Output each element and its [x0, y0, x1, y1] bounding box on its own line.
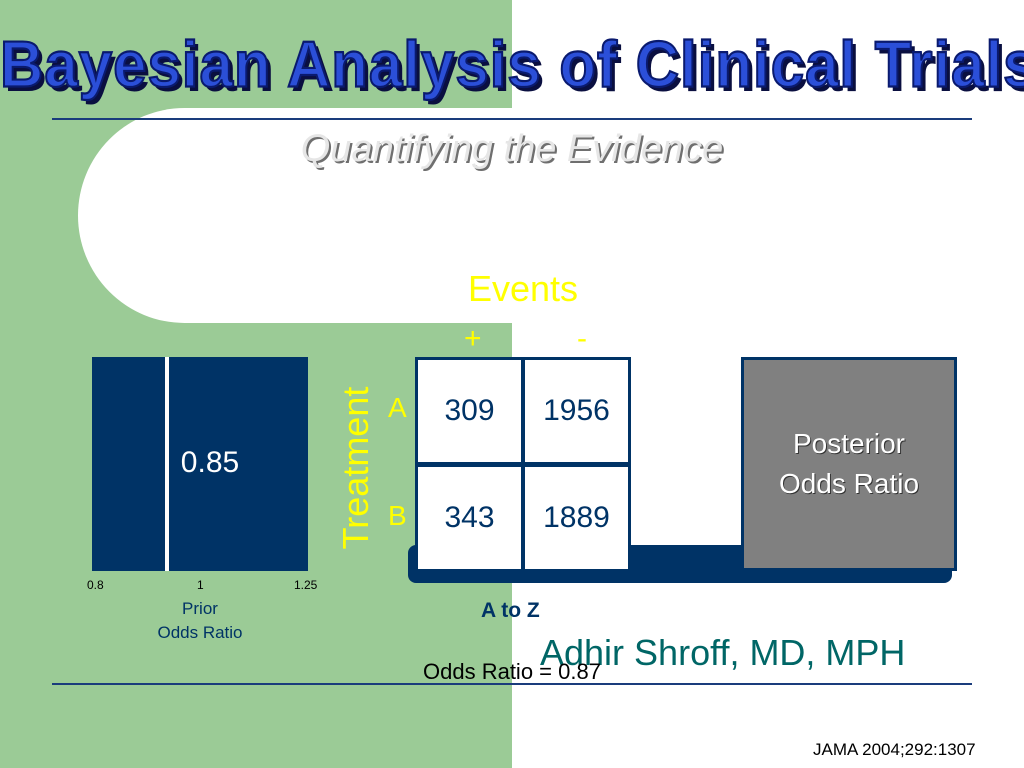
bottom-divider	[52, 683, 972, 685]
author-name: Adhir Shroff, MD, MPH	[540, 632, 906, 673]
cell-a-minus: 1956	[525, 360, 628, 462]
posterior-box-content: Posterior Odds Ratio	[744, 360, 954, 568]
prior-value: 0.85	[180, 446, 240, 479]
posterior-line2: Odds Ratio	[778, 468, 920, 499]
events-label: Events	[468, 268, 579, 309]
cell-b-minus: 1889	[525, 467, 628, 569]
treatment-label: Treatment	[335, 386, 376, 550]
prior-tick-high: 1.25	[294, 578, 318, 592]
prior-distribution-box	[92, 357, 308, 571]
prior-reference-line	[165, 357, 169, 571]
top-divider	[52, 118, 972, 120]
slide-title: Bayesian Analysis of Clinical Trials	[0, 27, 1024, 102]
events-plus-label: +	[464, 322, 482, 355]
trial-name: A to Z	[481, 599, 540, 622]
cell-b-plus: 343	[418, 467, 521, 569]
slide-subtitle: Quantifying the Evidence	[300, 128, 724, 170]
cell-a-plus: 309	[418, 360, 521, 462]
row-b-label: B	[388, 500, 407, 531]
posterior-line1: Posterior	[792, 428, 906, 459]
prior-label: Prior Odds Ratio	[130, 597, 270, 645]
prior-label-line2: Odds Ratio	[157, 623, 243, 642]
prior-label-line1: Prior	[182, 599, 218, 618]
row-a-label: A	[388, 392, 407, 423]
citation: JAMA 2004;292:1307	[813, 740, 976, 759]
prior-tick-mid: 1	[197, 578, 204, 592]
prior-tick-low: 0.8	[87, 578, 104, 592]
white-rounded-banner	[78, 108, 1024, 323]
observed-odds-ratio: Odds Ratio = 0.87	[423, 659, 601, 684]
events-minus-label: -	[577, 322, 587, 355]
